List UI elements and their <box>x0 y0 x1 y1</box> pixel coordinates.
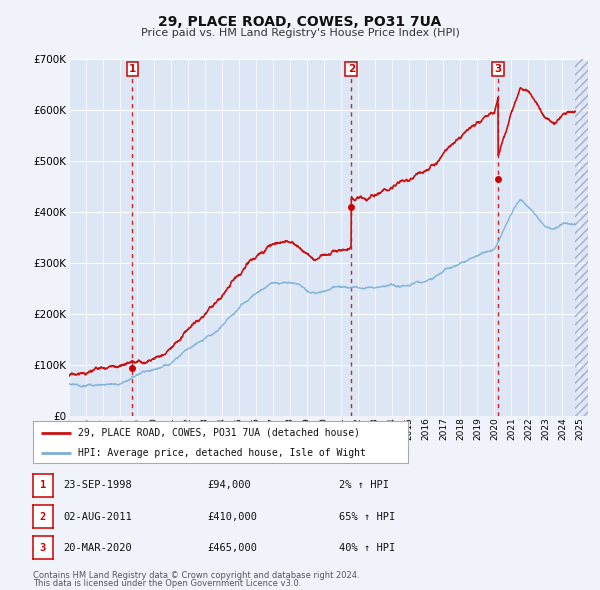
Text: This data is licensed under the Open Government Licence v3.0.: This data is licensed under the Open Gov… <box>33 579 301 588</box>
Text: 3: 3 <box>494 64 502 74</box>
Text: 2% ↑ HPI: 2% ↑ HPI <box>339 480 389 490</box>
Bar <box>575 59 588 416</box>
Text: 1: 1 <box>129 64 136 74</box>
Text: 20-MAR-2020: 20-MAR-2020 <box>63 543 132 553</box>
Text: 65% ↑ HPI: 65% ↑ HPI <box>339 512 395 522</box>
Text: 29, PLACE ROAD, COWES, PO31 7UA: 29, PLACE ROAD, COWES, PO31 7UA <box>158 15 442 29</box>
Text: 2: 2 <box>40 512 46 522</box>
Text: 40% ↑ HPI: 40% ↑ HPI <box>339 543 395 553</box>
Text: 2: 2 <box>347 64 355 74</box>
Text: Price paid vs. HM Land Registry's House Price Index (HPI): Price paid vs. HM Land Registry's House … <box>140 28 460 38</box>
Text: £465,000: £465,000 <box>207 543 257 553</box>
Text: £410,000: £410,000 <box>207 512 257 522</box>
Text: 23-SEP-1998: 23-SEP-1998 <box>63 480 132 490</box>
Text: 1: 1 <box>40 480 46 490</box>
Text: 29, PLACE ROAD, COWES, PO31 7UA (detached house): 29, PLACE ROAD, COWES, PO31 7UA (detache… <box>78 428 360 438</box>
Text: 02-AUG-2011: 02-AUG-2011 <box>63 512 132 522</box>
Text: £94,000: £94,000 <box>207 480 251 490</box>
Text: 3: 3 <box>40 543 46 553</box>
Text: HPI: Average price, detached house, Isle of Wight: HPI: Average price, detached house, Isle… <box>78 448 366 457</box>
Text: Contains HM Land Registry data © Crown copyright and database right 2024.: Contains HM Land Registry data © Crown c… <box>33 571 359 579</box>
